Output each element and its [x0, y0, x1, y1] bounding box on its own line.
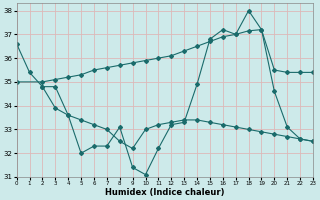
- X-axis label: Humidex (Indice chaleur): Humidex (Indice chaleur): [105, 188, 225, 197]
